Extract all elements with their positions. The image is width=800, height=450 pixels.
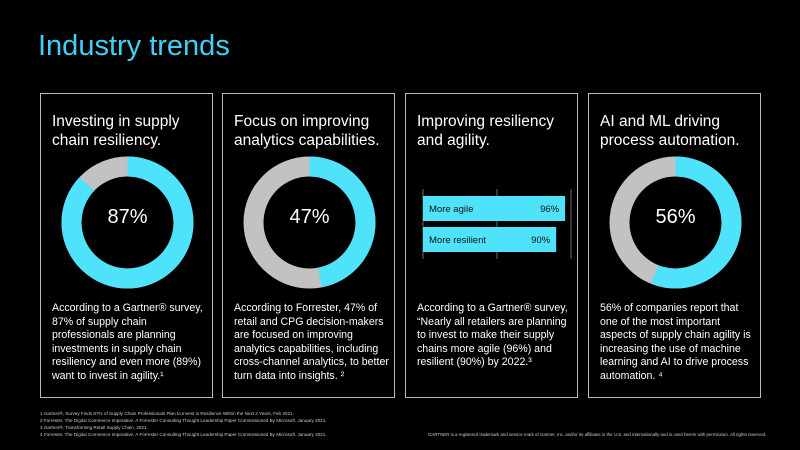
bar-value-label: 96% — [540, 204, 560, 215]
card-heading: Focus on improving analytics capabilitie… — [234, 113, 380, 149]
donut-percent: 56% — [655, 206, 696, 228]
bar-chart: More agile 96% More resilient 90% — [422, 189, 572, 259]
page-title: Industry trends — [38, 30, 230, 62]
footnote: 1 Gartner®, Survey Finds 87% of Supply C… — [40, 411, 294, 416]
donut-chart — [61, 156, 194, 289]
footnote: 3 Gartner®, Transforming Retail Supply C… — [40, 425, 148, 430]
card-heading: Investing in supply chain resiliency. — [52, 113, 180, 149]
footnotes: 1 Gartner®, Survey Finds 87% of Supply C… — [40, 410, 327, 438]
footnote: 4 Forrester, The Digital Commerce Impera… — [40, 432, 327, 437]
donut-value-arc — [609, 156, 742, 289]
card-body: According to a Gartner® survey, “Nearly … — [417, 302, 568, 369]
donut-chart — [243, 156, 376, 289]
legal-notice: GARTNER is a registered trademark and se… — [428, 432, 767, 437]
card-ai-ml: AI and ML driving process automation. 56… — [588, 93, 761, 398]
donut-value-arc — [61, 156, 194, 289]
card-supply-chain-resiliency: Investing in supply chain resiliency. 87… — [40, 93, 213, 398]
card-analytics: Focus on improving analytics capabilitie… — [222, 93, 395, 398]
bar-value-label: 90% — [531, 235, 551, 246]
donut-chart — [609, 156, 742, 289]
footnote: 2 Forrester, The Digital Commerce Impera… — [40, 418, 327, 423]
card-heading: AI and ML driving process automation. — [600, 113, 740, 149]
bar-category-label: More agile — [429, 204, 473, 215]
card-body: 56% of companies report that one of the … — [600, 302, 751, 382]
card-body: According to Forrester, 47% of retail an… — [234, 302, 389, 382]
bar-category-label: More resilient — [429, 235, 486, 246]
donut-percent: 87% — [107, 206, 148, 228]
bar — [423, 196, 566, 221]
card-resiliency-agility: Improving resiliency and agility. More a… — [405, 93, 578, 398]
donut-percent: 47% — [289, 206, 330, 228]
card-body: According to a Gartner® survey, 87% of s… — [52, 302, 203, 382]
card-heading: Improving resiliency and agility. — [417, 113, 554, 149]
bar — [423, 227, 557, 252]
donut-value-arc — [243, 156, 376, 289]
